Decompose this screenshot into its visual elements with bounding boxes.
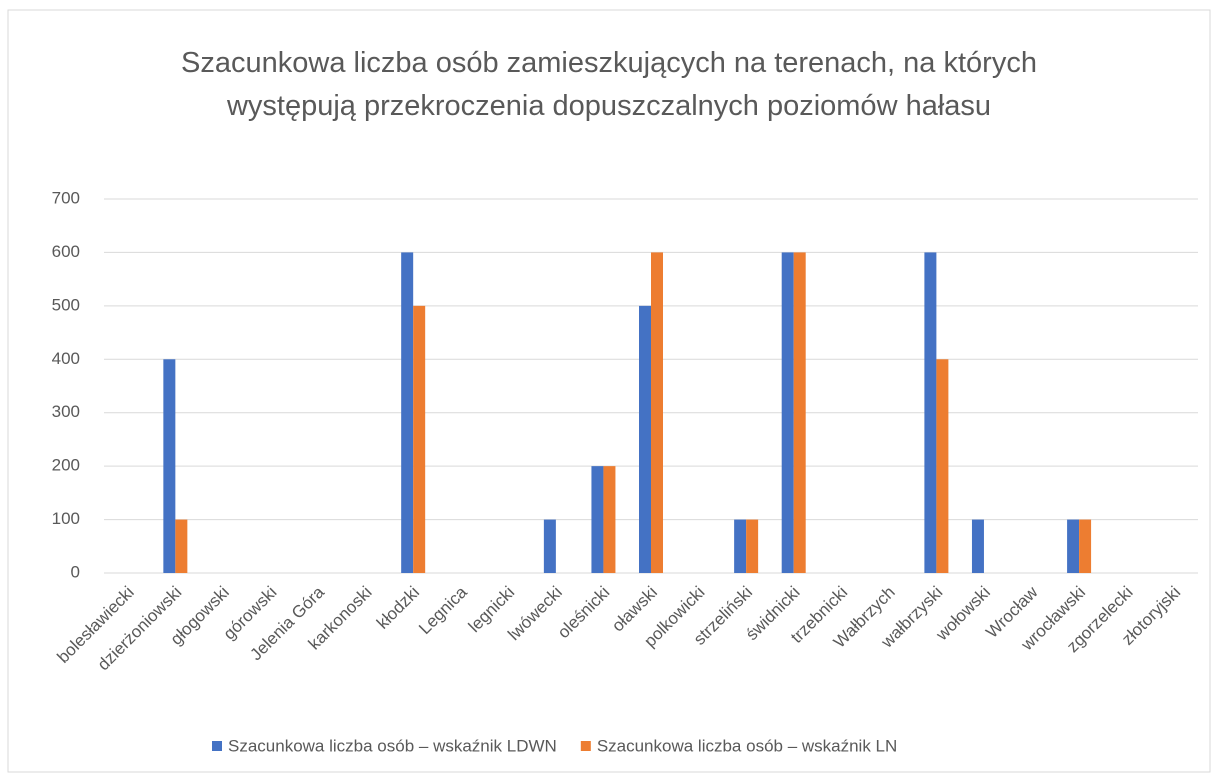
y-tick-label: 100 [52, 509, 80, 528]
bar [746, 519, 759, 573]
chart-border [7, 9, 1211, 773]
bar [781, 252, 794, 573]
y-tick-label: 300 [52, 402, 80, 421]
x-tick-label: Legnica [415, 582, 471, 638]
y-tick-label: 600 [52, 242, 80, 261]
y-tick-label: 200 [52, 456, 80, 475]
bar [936, 359, 949, 573]
bar [1067, 519, 1080, 573]
bar [175, 519, 188, 573]
bar [603, 466, 616, 573]
x-tick-label: dzierżoniowski [94, 583, 186, 675]
x-tick-label: oleśnicki [554, 583, 614, 643]
bar [639, 305, 651, 573]
bar [413, 305, 426, 573]
bar [971, 519, 984, 573]
bar [1079, 519, 1092, 573]
bar [401, 252, 414, 573]
y-tick-label: 400 [52, 349, 80, 368]
legend-label: Szacunkowa liczba osób – wskaźnik LDWN [228, 736, 557, 755]
legend-swatch [580, 741, 591, 751]
legend-label: Szacunkowa liczba osób – wskaźnik LN [597, 736, 897, 755]
bar [163, 359, 176, 573]
bar [793, 252, 806, 573]
bar [543, 519, 556, 573]
bar [591, 466, 604, 573]
bar [924, 252, 937, 573]
bar [651, 252, 663, 573]
legend-swatch [212, 741, 222, 751]
y-tick-label: 0 [71, 562, 80, 581]
y-tick-label: 500 [52, 295, 80, 314]
chart-title: Szacunkowa liczba osób zamieszkujących n… [181, 47, 1037, 122]
y-tick-label: 700 [52, 188, 80, 207]
bar [734, 519, 747, 573]
